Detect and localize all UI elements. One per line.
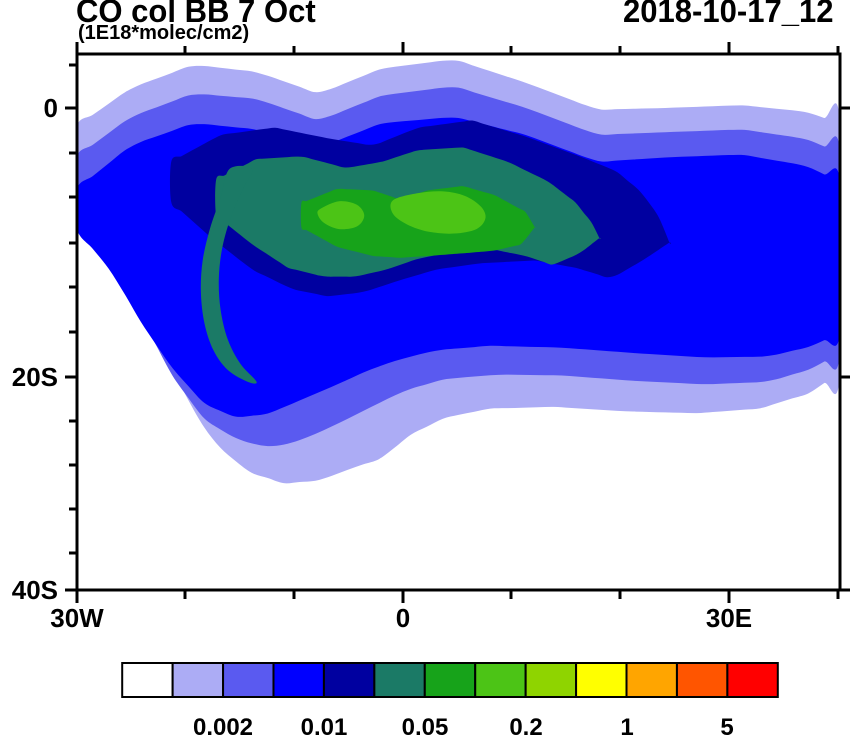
svg-text:40S: 40S (12, 575, 58, 605)
svg-text:30W: 30W (50, 603, 104, 633)
svg-text:0.01: 0.01 (301, 714, 348, 741)
svg-text:2018-10-17_12: 2018-10-17_12 (623, 0, 834, 29)
svg-text:0: 0 (44, 93, 58, 123)
svg-text:1: 1 (620, 714, 633, 741)
svg-text:0: 0 (396, 603, 410, 633)
svg-text:30E: 30E (706, 603, 752, 633)
svg-text:20S: 20S (12, 362, 58, 392)
svg-text:0.002: 0.002 (193, 714, 253, 741)
svg-text:5: 5 (720, 714, 733, 741)
svg-text:0.2: 0.2 (509, 714, 542, 741)
svg-text:0.05: 0.05 (402, 714, 449, 741)
svg-text:(1E18*molec/cm2): (1E18*molec/cm2) (78, 22, 249, 44)
